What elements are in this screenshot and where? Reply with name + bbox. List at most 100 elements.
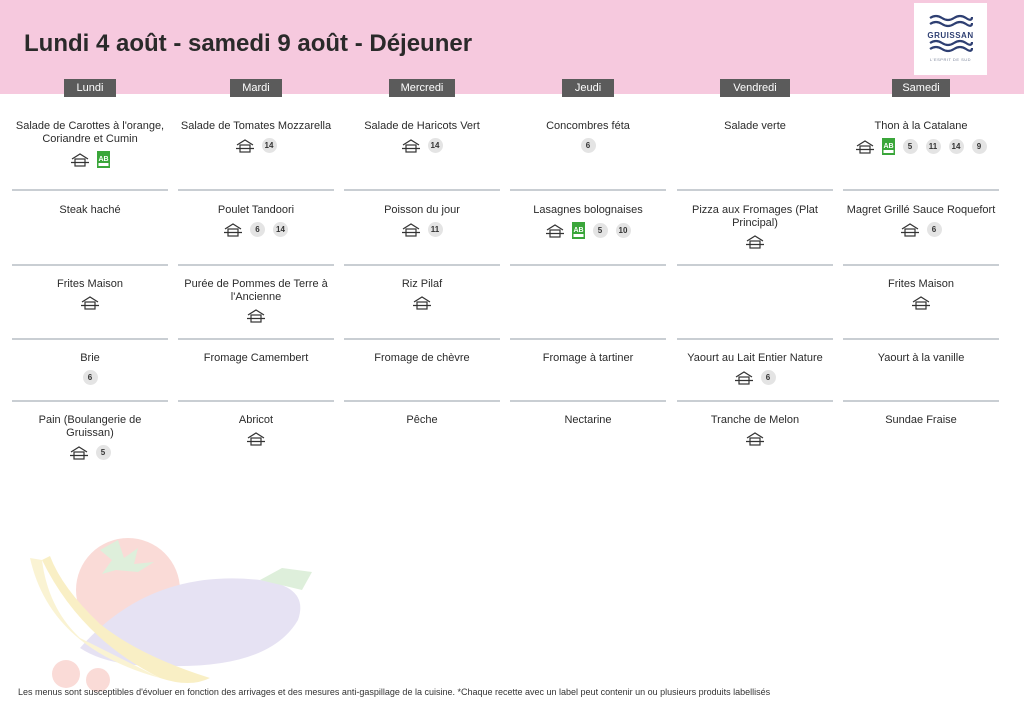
dish-name: Frites Maison [56,278,124,290]
allergen-badge: 11 [925,139,941,154]
row-separator [510,264,666,266]
allergen-badge: 14 [273,222,288,237]
dish-badges [12,296,168,310]
svg-text:AB: AB [573,227,583,234]
dish-badges: 5 [12,445,168,460]
dish-badges: 6 [677,370,833,385]
dish-name: Brie [80,352,100,364]
row-separator [843,189,999,191]
menu-cell: Brie 6 [12,352,168,385]
dish-badges [843,296,999,310]
menu-cell: Yaourt au Lait Entier Nature 6 [677,352,833,385]
row-separator [843,264,999,266]
dish-badges: 6 14 [178,222,334,237]
dish-badges: 6 [510,138,666,153]
dish-badges: AB [12,151,168,168]
fait-maison-icon [855,139,874,154]
row-separator [510,400,666,402]
menu-cell: Pain (Boulangerie de Gruissan) 5 [12,414,168,460]
dish-name: Poulet Tandoori [217,204,295,216]
menu-cell: Salade verte [677,120,833,133]
menu-cell: Fromage Camembert [178,352,334,365]
fait-maison-icon [545,223,564,238]
fait-maison-icon [734,370,753,385]
dish-name: Riz Pilaf [401,278,443,290]
allergen-badge: 11 [427,222,443,237]
organic-label-icon: AB [881,138,895,155]
vegetables-illustration [30,538,312,692]
allergen-badge: 6 [926,222,942,237]
organic-label-icon: AB [571,222,585,239]
logo-text: GRUISSAN [927,31,974,40]
logo-subtitle: L'ESPRIT DE SUD [929,57,972,62]
row-separator [344,189,500,191]
fait-maison-icon [247,432,265,446]
fait-maison-icon [413,296,431,310]
menu-cell: Abricot [178,414,334,446]
fait-maison-icon [401,138,420,153]
day-tab-mercredi: Mercredi [389,79,455,97]
svg-text:AB: AB [883,143,893,150]
dish-badges: 6 [843,222,999,237]
allergen-badge: 6 [760,370,776,385]
fait-maison-icon [401,222,420,237]
menu-cell: Purée de Pommes de Terre à l'Ancienne [178,278,334,323]
menu-cell: Fromage de chèvre [344,352,500,365]
menu-cell: Lasagnes bolognaises AB 5 10 [510,204,666,239]
row-separator [12,338,168,340]
dish-name: Concombres féta [546,120,630,132]
row-separator [677,400,833,402]
allergen-badge: 14 [948,139,964,154]
row-separator [344,338,500,340]
dish-name: Salade de Tomates Mozzarella [180,120,332,132]
dish-name: Fromage de chèvre [374,352,470,364]
allergen-badge: 6 [580,138,596,153]
dish-badges: 11 [344,222,500,237]
menu-cell: Poisson du jour 11 [344,204,500,237]
fait-maison-icon [224,222,242,237]
dish-name: Salade verte [724,120,786,132]
allergen-badge: 9 [971,139,987,154]
dish-badges: 6 [12,370,168,385]
gruissan-logo: GRUISSAN L'ESPRIT DE SUD [914,3,987,75]
footer-note: Les menus sont susceptibles d'évoluer en… [18,687,771,697]
svg-text:AB: AB [98,156,108,163]
fait-maison-icon [81,296,99,310]
menu-cell: Magret Grillé Sauce Roquefort 6 [843,204,999,237]
fait-maison-icon [235,138,254,153]
dish-name: Salade de Carottes à l'orange, Coriandre… [15,120,165,145]
dish-name: Steak haché [59,204,121,216]
dish-badges [677,235,833,249]
row-separator [12,264,168,266]
row-separator [677,189,833,191]
allergen-badge: 5 [902,139,918,154]
fait-maison-icon [69,445,88,460]
dish-badges [677,432,833,446]
fait-maison-icon [247,309,265,323]
dish-name: Fromage Camembert [203,352,309,364]
dish-badges [178,309,334,323]
row-separator [677,338,833,340]
row-separator [510,338,666,340]
day-tab-mardi: Mardi [230,79,282,97]
menu-cell: Salade de Carottes à l'orange, Coriandre… [12,120,168,168]
allergen-badge: 6 [82,370,98,385]
day-tab-vendredi: Vendredi [720,79,790,97]
row-separator [510,189,666,191]
row-separator [178,400,334,402]
fait-maison-icon [912,296,930,310]
dish-name: Pain (Boulangerie de Gruissan) [38,414,142,439]
row-separator [344,400,500,402]
menu-cell: Poulet Tandoori 6 14 [178,204,334,237]
row-separator [12,400,168,402]
row-separator [843,338,999,340]
allergen-badge: 5 [592,223,608,238]
dish-name: Pêche [406,414,438,426]
dish-badges: AB 5 11 14 9 [843,138,999,155]
fait-maison-icon [900,222,919,237]
dish-name: Yaourt à la vanille [877,352,965,364]
dish-name: Frites Maison [887,278,955,290]
dish-badges: 14 [344,138,500,153]
dish-badges: 14 [178,138,334,153]
allergen-badge: 10 [615,223,631,238]
